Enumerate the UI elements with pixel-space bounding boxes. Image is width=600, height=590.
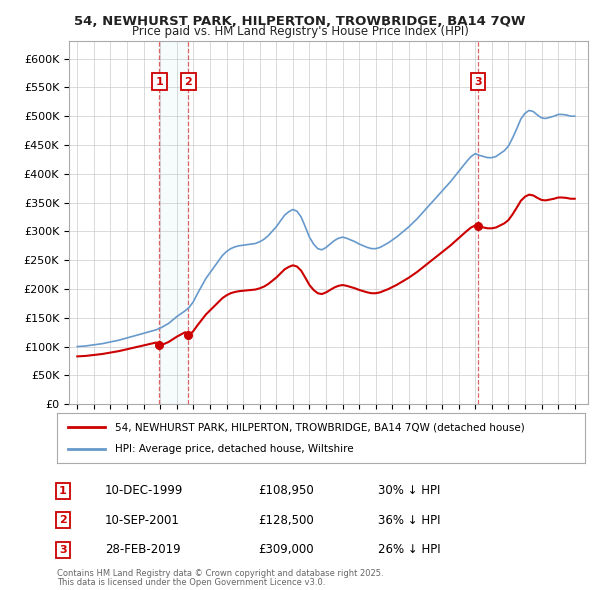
Text: 10-SEP-2001: 10-SEP-2001 bbox=[105, 514, 180, 527]
Text: Price paid vs. HM Land Registry's House Price Index (HPI): Price paid vs. HM Land Registry's House … bbox=[131, 25, 469, 38]
Text: 26% ↓ HPI: 26% ↓ HPI bbox=[378, 543, 440, 556]
Text: Contains HM Land Registry data © Crown copyright and database right 2025.: Contains HM Land Registry data © Crown c… bbox=[57, 569, 383, 578]
Text: £309,000: £309,000 bbox=[258, 543, 314, 556]
Text: 54, NEWHURST PARK, HILPERTON, TROWBRIDGE, BA14 7QW (detached house): 54, NEWHURST PARK, HILPERTON, TROWBRIDGE… bbox=[115, 422, 525, 432]
Text: 3: 3 bbox=[474, 77, 482, 87]
Text: £128,500: £128,500 bbox=[258, 514, 314, 527]
Text: £108,950: £108,950 bbox=[258, 484, 314, 497]
Text: 2: 2 bbox=[185, 77, 192, 87]
Text: 2: 2 bbox=[59, 516, 67, 525]
Text: 10-DEC-1999: 10-DEC-1999 bbox=[105, 484, 184, 497]
Text: 28-FEB-2019: 28-FEB-2019 bbox=[105, 543, 181, 556]
Bar bbox=[160, 41, 188, 404]
Text: 54, NEWHURST PARK, HILPERTON, TROWBRIDGE, BA14 7QW: 54, NEWHURST PARK, HILPERTON, TROWBRIDGE… bbox=[74, 15, 526, 28]
Text: 1: 1 bbox=[155, 77, 163, 87]
Text: 1: 1 bbox=[59, 486, 67, 496]
Text: 30% ↓ HPI: 30% ↓ HPI bbox=[378, 484, 440, 497]
Text: 36% ↓ HPI: 36% ↓ HPI bbox=[378, 514, 440, 527]
Text: HPI: Average price, detached house, Wiltshire: HPI: Average price, detached house, Wilt… bbox=[115, 444, 354, 454]
Text: 3: 3 bbox=[59, 545, 67, 555]
Text: This data is licensed under the Open Government Licence v3.0.: This data is licensed under the Open Gov… bbox=[57, 578, 325, 588]
